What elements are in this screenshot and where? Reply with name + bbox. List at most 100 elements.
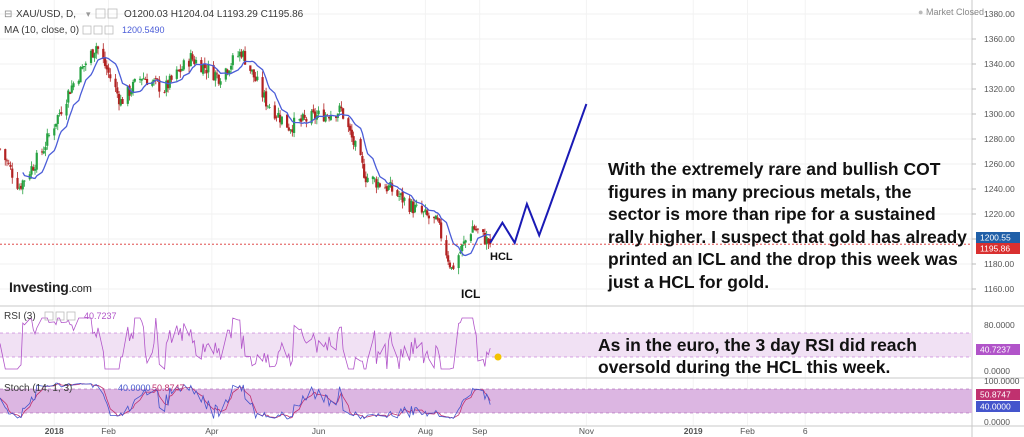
candle-body <box>56 115 59 124</box>
price-tag-last-text: 1195.86 <box>980 244 1010 254</box>
candle-body <box>378 183 381 187</box>
candle-body <box>7 162 10 164</box>
candle-body <box>291 129 294 133</box>
candle-body <box>408 198 411 212</box>
visibility-icon[interactable] <box>107 8 118 19</box>
ohlc-values: O1200.03 H1204.04 L1193.29 C1195.86 <box>124 9 304 20</box>
candle-body <box>256 76 259 81</box>
y-tick-label: 1340.00 <box>984 59 1015 69</box>
ma-settings-icon[interactable] <box>82 25 92 35</box>
candle-body <box>487 238 490 244</box>
candle-body <box>298 119 301 121</box>
candle-body <box>401 191 404 203</box>
candle-body <box>261 77 264 98</box>
candle-body <box>144 79 147 80</box>
candle-body <box>205 70 208 74</box>
candle-body <box>60 111 63 115</box>
candle-body <box>81 66 84 69</box>
rsi-label: RSI (3) <box>4 311 36 322</box>
stoch-k-value: 40.0000 <box>118 383 151 393</box>
candle-body <box>53 128 56 136</box>
candle-body <box>65 103 68 116</box>
candle-body <box>354 140 357 147</box>
candle-body <box>399 193 402 196</box>
candle-body <box>328 116 331 119</box>
settings-icon[interactable] <box>95 8 106 19</box>
x-tick-label: Feb <box>101 426 116 436</box>
candle-body <box>138 78 142 80</box>
candle-body <box>21 180 24 190</box>
candle-body <box>200 60 203 73</box>
candle-body <box>30 166 33 175</box>
candle-body <box>68 92 72 94</box>
dropdown-arrow-icon[interactable]: ▾ <box>86 9 91 19</box>
rsi-visibility-icon[interactable] <box>55 311 65 321</box>
candle-body <box>40 151 44 153</box>
candle-body <box>415 204 418 206</box>
candle-body <box>263 92 266 98</box>
candle-body <box>107 67 110 73</box>
x-tick-label: Jun <box>312 426 326 436</box>
candle-body <box>23 180 26 182</box>
candle-body <box>19 185 23 189</box>
candle-body <box>433 216 436 219</box>
candle-body <box>84 63 87 66</box>
candle-body <box>243 51 247 65</box>
candle-body <box>426 210 429 216</box>
icl-label: ICL <box>461 287 481 301</box>
stoch-d-value: 50.8747 <box>152 383 185 393</box>
x-tick-label: 6 <box>803 426 808 436</box>
candle-body <box>322 109 325 122</box>
rsi-remove-icon[interactable] <box>66 311 76 321</box>
candle-body <box>240 51 243 58</box>
alert-marker-icon[interactable] <box>494 353 502 361</box>
stoch-tick-100: 100.0000 <box>984 376 1020 386</box>
rsi-settings-icon[interactable] <box>44 311 54 321</box>
candle-body <box>154 78 157 79</box>
y-tick-label: 1220.00 <box>984 209 1015 219</box>
candle-body <box>214 72 217 81</box>
candle-body <box>179 69 182 73</box>
candle-body <box>180 68 184 71</box>
market-status-text: Market Closed <box>925 7 984 17</box>
candle-body <box>292 117 296 133</box>
candle-body <box>361 155 364 163</box>
candle-body <box>264 91 268 107</box>
collapse-icon[interactable]: ⊟ <box>4 9 12 20</box>
candle-body <box>35 152 38 170</box>
candle-body <box>219 81 222 85</box>
candle-body <box>212 64 215 81</box>
stoch-band <box>0 389 972 413</box>
candle-body <box>229 65 233 70</box>
candle-body <box>482 229 485 233</box>
candle-body <box>79 67 82 83</box>
symbol-label: XAU/USD, D, <box>16 9 76 20</box>
y-tick-label: 1360.00 <box>984 34 1015 44</box>
candle-body <box>385 186 388 192</box>
candle-body <box>70 85 73 93</box>
x-tick-label: Nov <box>579 426 595 436</box>
candle-body <box>440 222 443 239</box>
candle-body <box>95 46 98 54</box>
rsi-annotation: As in the euro, the 3 day RSI did reach … <box>598 335 917 377</box>
candle-body <box>299 118 303 122</box>
stoch-tick-0: 0.0000 <box>984 417 1010 427</box>
candle-body <box>422 211 425 213</box>
candle-body <box>377 181 380 188</box>
candle-body <box>91 49 94 58</box>
candle-body <box>177 69 180 71</box>
candle-body <box>42 151 45 154</box>
x-tick-label: Apr <box>205 426 218 436</box>
ma-visibility-icon[interactable] <box>93 25 103 35</box>
candle-body <box>314 111 317 119</box>
candle-body <box>268 107 271 108</box>
candle-body <box>366 177 369 183</box>
ma-remove-icon[interactable] <box>104 25 114 35</box>
candle-body <box>249 65 252 71</box>
candle-body <box>324 114 327 122</box>
rsi-value-tag: 40.7237 <box>980 345 1011 355</box>
candle-body <box>126 86 129 104</box>
candle-body <box>375 179 378 188</box>
candle-body <box>312 109 315 113</box>
candle-body <box>142 78 145 79</box>
